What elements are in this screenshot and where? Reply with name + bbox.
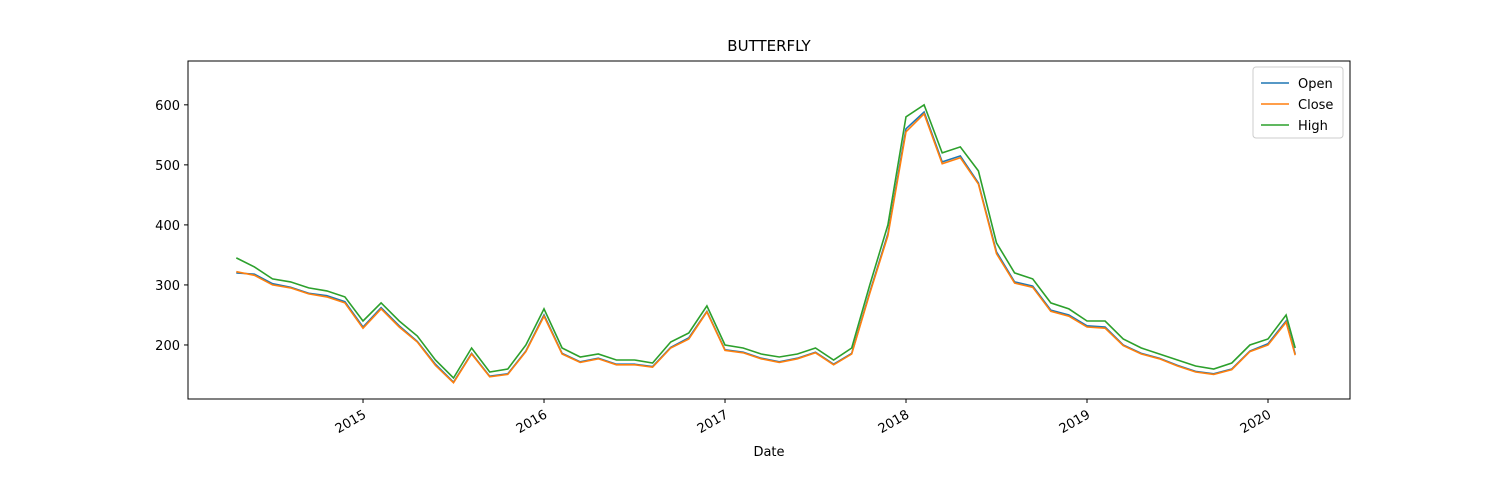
chart-title: BUTTERFLY — [727, 37, 811, 55]
x-axis-label: Date — [753, 445, 784, 460]
plot-frame — [187, 60, 1351, 400]
line-series — [235, 103, 1296, 380]
y-tick-label: 200 — [155, 339, 180, 354]
legend-label: Close — [1298, 98, 1333, 113]
line-series — [236, 112, 1296, 385]
legend-label: Open — [1298, 77, 1333, 92]
y-tick-label: 500 — [155, 159, 180, 174]
legend-label: High — [1298, 119, 1328, 134]
y-tick-label: 600 — [155, 99, 180, 114]
legend-box — [1252, 66, 1344, 139]
y-tick-label: 300 — [155, 279, 180, 294]
y-tick-label: 400 — [155, 219, 180, 234]
